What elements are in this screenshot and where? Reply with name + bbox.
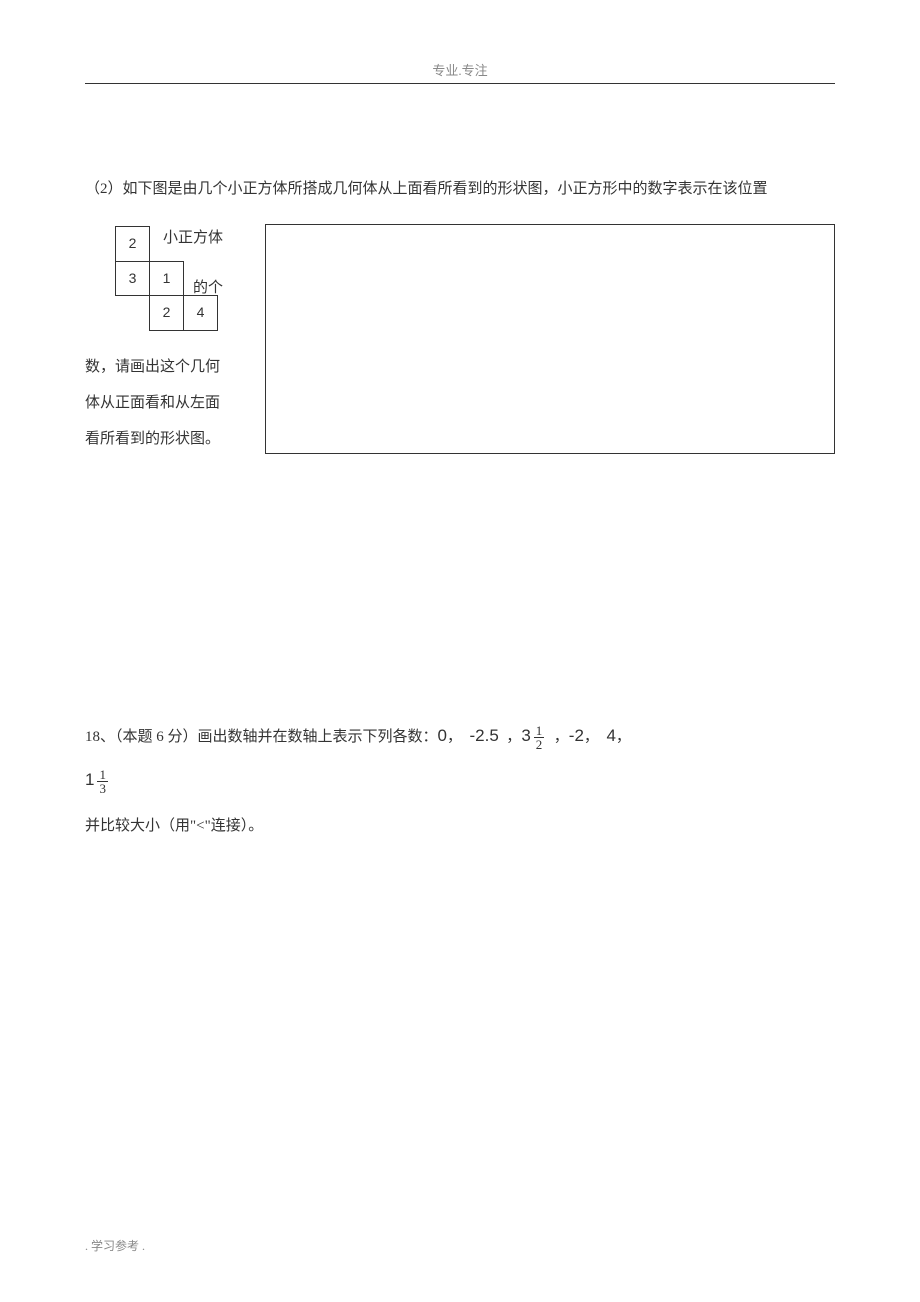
grid-cell-r3c2: 2 xyxy=(150,296,184,331)
header-rule xyxy=(85,83,835,84)
comma: ， xyxy=(506,721,521,754)
grid-cell-r2c2: 1 xyxy=(150,261,184,296)
page-header: 专业.专注 xyxy=(85,60,835,79)
q18-num-4: 4 xyxy=(606,717,615,754)
grid-cell-r2c1: 3 xyxy=(116,261,150,296)
q18-compare: 并比较大小（用"<"连接）。 xyxy=(85,811,835,841)
q18-num-3half: 3 1 2 xyxy=(521,717,546,754)
q17-2-text-a: 数，请画出这个几何 xyxy=(85,349,245,385)
page-footer: . 学习参考 . xyxy=(85,1237,145,1254)
q18-prefix: 18、（本题 6 分）画出数轴并在数轴上表示下列各数： xyxy=(85,721,438,754)
comma: ， xyxy=(554,721,569,754)
q18-num-1third: 1 1 3 xyxy=(85,766,835,793)
q17-2-intro: （2）如下图是由几个小正方体所搭成几何体从上面看所看到的形状图，小正方形中的数字… xyxy=(85,174,835,204)
q18-num-0: 0 xyxy=(438,717,447,754)
q18-num-neg25: -2.5 xyxy=(470,717,499,754)
comma: ， xyxy=(584,721,599,754)
comma: ， xyxy=(447,721,462,754)
q17-2-text-b: 体从正面看和从左面 xyxy=(85,385,245,421)
q18-prompt: 18、（本题 6 分）画出数轴并在数轴上表示下列各数： 0 ， -2.5 ， 3… xyxy=(85,717,835,754)
q17-2-content: 小正方体 的个 2 3 1 xyxy=(85,224,835,457)
grid-cell-r1c1: 2 xyxy=(116,227,150,262)
q18-block: 18、（本题 6 分）画出数轴并在数轴上表示下列各数： 0 ， -2.5 ， 3… xyxy=(85,717,835,841)
label-cubes: 小正方体 xyxy=(163,220,223,256)
label-count: 的个 xyxy=(193,270,223,306)
answer-drawing-box xyxy=(265,224,835,454)
q17-2-left-column: 小正方体 的个 2 3 1 xyxy=(85,224,245,457)
comma: ， xyxy=(616,721,631,754)
q18-num-neg2: -2 xyxy=(569,717,584,754)
q17-2-text-c: 看所看到的形状图。 xyxy=(85,421,245,457)
